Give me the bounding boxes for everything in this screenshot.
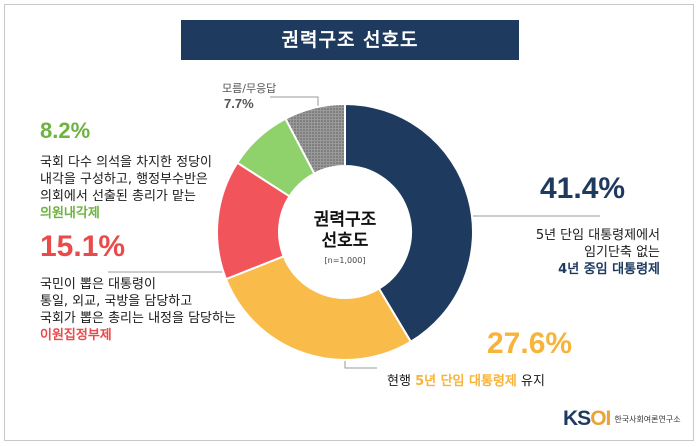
current-prefix: 현행: [387, 374, 416, 389]
slice-current: [224, 254, 413, 361]
four-year-desc-line2: 임기단축 없는: [584, 245, 660, 260]
unknown-percent: 7.7%: [224, 96, 254, 111]
chart-title: 권력구조 선호도: [181, 20, 519, 60]
dual-highlight: 이원집정부제: [40, 328, 112, 343]
unknown-name: 모름/무응답: [222, 82, 277, 95]
dual-desc-line3: 국회가 뽑은 총리는 내정을 담당하는: [40, 311, 236, 326]
dual-percent: 15.1%: [40, 230, 126, 263]
four-year-description: 5년 단임 대통령제에서 임기단축 없는 4년 중임 대통령제: [490, 227, 660, 278]
dual-description: 국민이 뽑은 대통령이 통일, 외교, 국방을 담당하고 국회가 뽑은 총리는 …: [40, 276, 236, 344]
dual-desc-line1: 국민이 뽑은 대통령이: [40, 277, 156, 292]
current-percent: 27.6%: [487, 327, 573, 360]
parliamentary-desc-line1: 국회 다수 의석을 차지한 정당이: [40, 155, 213, 170]
dual-desc-line2: 통일, 외교, 국방을 담당하고: [40, 294, 193, 309]
current-suffix: 유지: [516, 374, 545, 389]
parliamentary-desc-line2: 내각을 구성하고, 행정부수반은: [40, 172, 208, 187]
parliamentary-highlight: 의원내각제: [40, 206, 100, 221]
parliamentary-percent: 8.2%: [40, 118, 91, 143]
four-year-desc-line1: 5년 단임 대통령제에서: [535, 228, 660, 243]
current-highlight: 5년 단임 대통령제: [415, 374, 517, 389]
center-title-line2: 선호도: [321, 231, 369, 251]
ksoi-logo-text: 한국사회여론연구소: [614, 414, 681, 424]
four-year-percent: 41.4%: [540, 172, 626, 205]
center-sample-size: [n=1,000]: [324, 256, 366, 265]
parliamentary-desc-line3: 의회에서 선출된 총리가 맡는: [40, 189, 196, 204]
ksoi-logo: KSOI 한국사회여론연구소: [563, 407, 681, 431]
slice-four-year: [344, 102, 474, 344]
parliamentary-description: 국회 다수 의석을 차지한 정당이 내각을 구성하고, 행정부수반은 의회에서 …: [40, 154, 212, 222]
center-title: 권력구조 선호도: [300, 210, 390, 252]
center-title-line1: 권력구조: [313, 210, 377, 230]
current-description: 현행 5년 단임 대통령제 유지: [387, 373, 545, 390]
ksoi-logo-mark: KSOI: [563, 407, 611, 430]
slice-unknown: [284, 102, 346, 175]
four-year-highlight: 4년 중임 대통령제: [558, 262, 660, 277]
